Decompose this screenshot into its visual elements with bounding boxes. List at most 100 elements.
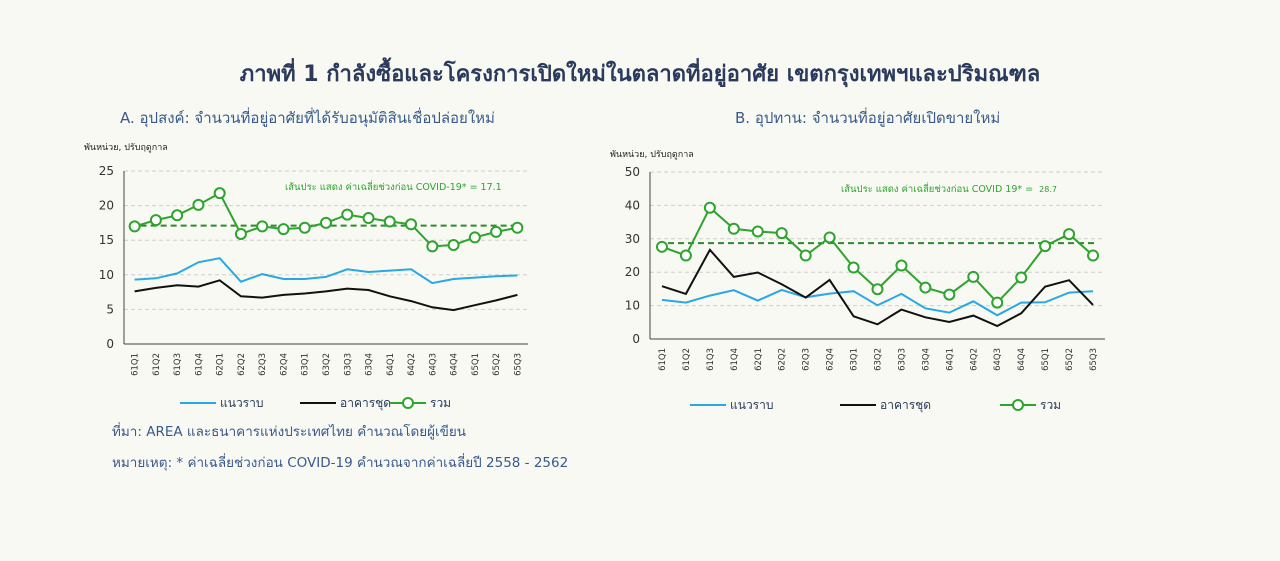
x-tick-label: 65Q2	[1065, 348, 1075, 371]
y-tick-label: 0	[106, 337, 114, 351]
x-tick-label: 62Q1	[754, 348, 764, 371]
data-point	[775, 227, 788, 240]
x-tick-label: 61Q4	[194, 353, 204, 376]
series-line-1	[661, 248, 1094, 328]
data-point	[871, 283, 884, 296]
y-tick-label: 40	[625, 198, 640, 212]
x-tick-label: 61Q3	[173, 353, 183, 376]
series-line-1	[134, 279, 518, 312]
x-tick-label: 64Q2	[969, 348, 979, 371]
remark-note: หมายเหตุ: * ค่าเฉลี่ยช่วงก่อน COVID-19 ค…	[112, 455, 569, 471]
data-point	[383, 215, 396, 228]
x-tick-label: 61Q4	[730, 348, 740, 371]
source-note: ที่มา: AREA และธนาคารแห่งประเทศไทย คำนวณ…	[112, 424, 467, 440]
x-tick-label: 65Q1	[1041, 348, 1051, 371]
x-tick-label: 63Q2	[322, 353, 332, 376]
legend-label: รวม	[1040, 398, 1061, 412]
data-point	[468, 231, 481, 244]
data-point	[149, 214, 162, 227]
data-point	[655, 240, 668, 253]
x-tick-label: 62Q2	[778, 348, 788, 371]
y-tick-label: 50	[625, 165, 640, 179]
data-point	[895, 259, 908, 272]
data-point	[1063, 228, 1076, 241]
x-tick-label: 64Q4	[450, 353, 460, 376]
series-line-0	[134, 257, 518, 285]
x-tick-label: 62Q2	[237, 353, 247, 376]
x-tick-label: 64Q3	[993, 348, 1003, 371]
data-point	[679, 249, 692, 262]
annotation-value: 28.7	[1039, 185, 1057, 194]
data-point	[320, 216, 332, 229]
data-point	[1015, 271, 1028, 284]
page-title: ภาพที่ 1 กำลังซื้อและโครงการเปิดใหม่ในตล…	[239, 62, 1041, 87]
x-tick-label: 64Q2	[407, 353, 417, 376]
data-point	[426, 240, 439, 253]
x-tick-label: 65Q2	[492, 353, 502, 376]
data-point	[447, 239, 460, 252]
data-point	[277, 223, 290, 236]
x-tick-label: 61Q2	[682, 348, 692, 371]
x-tick-label: 61Q2	[152, 353, 162, 376]
x-tick-label: 63Q4	[921, 348, 931, 371]
data-point	[703, 201, 716, 214]
legend-label: แนวราบ	[730, 398, 773, 412]
legend-label: อาคารชุด	[340, 396, 391, 411]
unit-label: พันหน่วย, ปรับฤดูกาล	[84, 143, 168, 153]
x-tick-label: 63Q4	[365, 353, 375, 376]
x-tick-label: 61Q1	[658, 348, 668, 371]
y-tick-label: 5	[106, 302, 114, 316]
data-point	[799, 249, 812, 262]
y-tick-label: 0	[632, 332, 640, 346]
data-point	[919, 281, 932, 294]
x-tick-label: 61Q1	[131, 353, 141, 376]
x-tick-label: 65Q1	[471, 353, 481, 376]
chart-b: พันหน่วย, ปรับฤดูกาล 0 10 20 30 40 50 61Q1 61Q2 6…	[610, 150, 1105, 413]
x-tick-label: 63Q1	[301, 353, 311, 376]
y-tick-label: 10	[625, 299, 640, 313]
y-tick-label: 30	[625, 232, 640, 246]
x-tick-label: 62Q4	[279, 353, 289, 376]
data-point	[1087, 249, 1100, 262]
data-point	[823, 231, 836, 244]
chart-a-title: A. อุปสงค์: จำนวนที่อยู่อาศัยที่ได้รับอน…	[120, 109, 495, 127]
legend-marker	[402, 397, 414, 409]
legend-label: รวม	[430, 396, 451, 410]
x-tick-label: 64Q3	[428, 353, 438, 376]
x-tick-label: 64Q1	[945, 348, 955, 371]
data-point	[943, 288, 956, 301]
data-point	[1039, 240, 1052, 253]
x-tick-label: 64Q4	[1017, 348, 1027, 371]
data-point	[298, 221, 311, 234]
data-point	[751, 225, 764, 238]
annotation: เส้นประ แสดง ค่าเฉลี่ยช่วงก่อน COVID-19*…	[285, 180, 502, 193]
x-tick-label: 65Q3	[513, 353, 523, 376]
x-tick-label: 62Q4	[826, 348, 836, 371]
x-tick-label: 63Q2	[874, 348, 884, 371]
data-point	[991, 296, 1004, 309]
x-tick-label: 62Q3	[802, 348, 812, 371]
annotation: เส้นประ แสดง ค่าเฉลี่ยช่วงก่อน COVID 19*…	[841, 182, 1057, 195]
series-line-0	[661, 288, 1094, 317]
x-tick-label: 63Q3	[897, 348, 907, 371]
chart-a: พันหน่วย, ปรับฤดูกาล 0 5 10 15 20 25 61Q1 61Q2 61…	[84, 143, 528, 411]
x-tick-label: 61Q3	[706, 348, 716, 371]
y-tick-label: 20	[625, 265, 640, 279]
data-point	[234, 227, 247, 240]
data-point	[847, 261, 860, 274]
data-point	[213, 187, 226, 200]
y-tick-label: 15	[99, 233, 114, 247]
y-tick-label: 25	[99, 164, 114, 178]
legend-label: อาคารชุด	[880, 398, 931, 413]
x-tick-label: 63Q1	[850, 348, 860, 371]
x-tick-label: 63Q3	[343, 353, 353, 376]
chart-b-title: B. อุปทาน: จำนวนที่อยู่อาศัยเปิดขายใหม่	[735, 109, 1001, 127]
data-point	[171, 209, 184, 222]
data-point	[128, 220, 141, 233]
data-point	[256, 220, 269, 233]
x-tick-label: 65Q3	[1089, 348, 1099, 371]
x-tick-label: 64Q1	[386, 353, 396, 376]
legend-label: แนวราบ	[220, 396, 263, 410]
data-point	[967, 270, 980, 283]
data-point	[727, 222, 740, 235]
